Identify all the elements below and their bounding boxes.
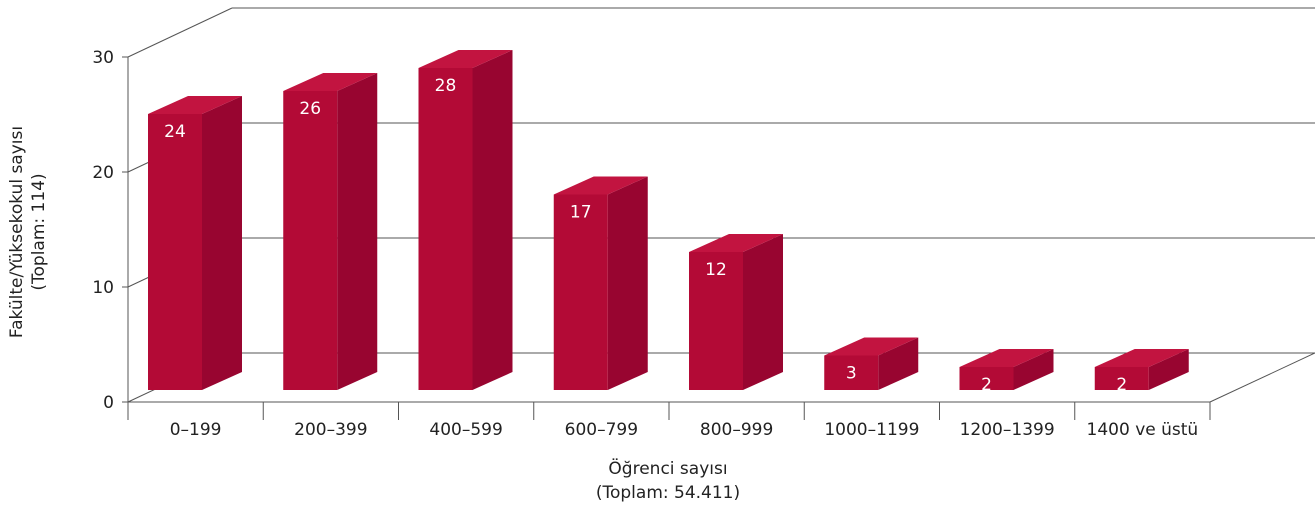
bar-value-label-7: 2 [981, 375, 992, 395]
bar-value-label-4: 17 [570, 203, 592, 223]
bar-side-3 [472, 50, 513, 390]
y-axis-title-line1: Fakülte/Yüksekokul sayısı [7, 126, 27, 338]
bar-front-1 [148, 114, 202, 390]
bar-side-4 [607, 176, 648, 390]
bar-top-2 [283, 73, 378, 91]
bar-value-label-3: 28 [435, 76, 457, 96]
x-axis-title-line2: (Toplam: 54.411) [596, 483, 740, 503]
bar-front-7 [959, 367, 1014, 390]
bar-6 [824, 337, 919, 390]
bar-top-3 [418, 50, 513, 68]
bar-side-8 [1148, 349, 1189, 390]
labels-layer: 0 10 20 30 24 0–199 26 200–399 28 400–599 17 600–79… [92, 48, 1198, 440]
x-tick-label-8: 1400 ve üstü [1087, 420, 1199, 440]
grid-layer [122, 7, 1315, 420]
bar-side-2 [337, 73, 378, 390]
bar-4 [553, 176, 648, 390]
bar-value-label-1: 24 [164, 122, 186, 142]
bar-side-7 [1013, 349, 1054, 390]
x-tick-label-5: 800–999 [700, 420, 773, 440]
bar-top-8 [1094, 349, 1189, 367]
bar-2 [283, 73, 378, 390]
bar-side-1 [202, 96, 242, 390]
bar-value-label-2: 26 [299, 99, 321, 119]
y-tick-label-0: 0 [103, 393, 114, 413]
bar-top-5 [689, 234, 783, 252]
bar-5 [689, 234, 783, 390]
x-tick-label-2: 200–399 [294, 420, 367, 440]
bar-front-6 [824, 355, 879, 390]
bar-front-3 [418, 68, 473, 390]
bar-top-1 [148, 96, 242, 114]
bar-front-5 [689, 252, 743, 390]
bars-layer [148, 50, 1189, 390]
bar-8 [1094, 349, 1189, 390]
x-tick-label-4: 600–799 [565, 420, 638, 440]
bar-top-4 [553, 176, 648, 195]
bar-1 [148, 96, 242, 390]
bar-value-label-5: 12 [705, 260, 727, 280]
bar-7 [959, 349, 1054, 390]
x-tick-label-1: 0–199 [170, 420, 222, 440]
bar-top-6 [824, 337, 919, 356]
y-tick-label-10: 10 [92, 278, 114, 298]
bar-front-4 [553, 194, 608, 390]
floor-right-edge [1209, 352, 1315, 403]
bar-front-2 [283, 91, 338, 390]
bar-side-5 [743, 234, 783, 390]
x-axis-title-line1: Öğrenci sayısı [608, 457, 727, 479]
y-tick-label-30: 30 [92, 48, 114, 68]
bar-value-label-8: 2 [1116, 375, 1127, 395]
x-tick-label-6: 1000–1199 [824, 420, 919, 440]
bar-value-label-6: 3 [846, 364, 857, 384]
bar-top-7 [959, 349, 1054, 367]
bar-side-6 [878, 337, 919, 390]
grid-diagonal-30 [127, 7, 233, 58]
x-tick-label-3: 400–599 [429, 420, 502, 440]
y-tick-label-20: 20 [92, 163, 114, 183]
y-axis-title-line2: (Toplam: 114) [29, 173, 49, 290]
x-tick-label-7: 1200–1399 [960, 420, 1055, 440]
bar-3 [418, 50, 513, 390]
bar-front-8 [1094, 367, 1149, 390]
